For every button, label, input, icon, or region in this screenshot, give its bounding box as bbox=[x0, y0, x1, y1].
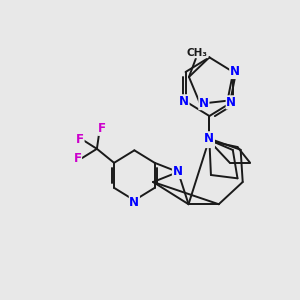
Text: N: N bbox=[172, 166, 182, 178]
Text: N: N bbox=[230, 65, 240, 79]
Text: N: N bbox=[129, 196, 140, 208]
Text: F: F bbox=[74, 152, 82, 165]
Text: F: F bbox=[98, 122, 106, 135]
Text: N: N bbox=[204, 133, 214, 146]
Text: CH₃: CH₃ bbox=[187, 48, 208, 58]
Text: N: N bbox=[204, 134, 214, 148]
Text: N: N bbox=[199, 97, 209, 110]
Text: F: F bbox=[76, 133, 84, 146]
Text: N: N bbox=[226, 96, 236, 109]
Text: N: N bbox=[204, 132, 214, 145]
Text: N: N bbox=[179, 95, 189, 108]
